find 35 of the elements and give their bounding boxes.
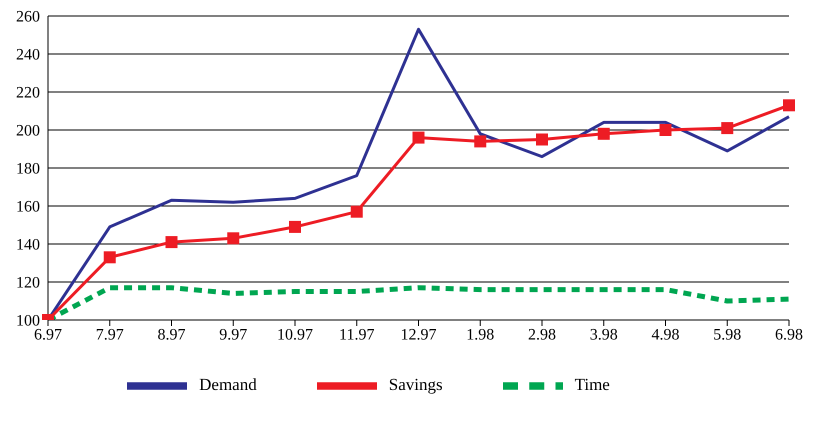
point [104,251,116,264]
x-tick-label: 9.97 [219,326,248,344]
x-tick-label: 5.98 [713,326,742,344]
y-tick-label: 140 [16,236,40,254]
y-tick-label: 260 [16,8,40,26]
point [721,122,734,134]
point [474,135,486,148]
point [166,236,178,248]
x-tick-label: 10.97 [277,326,313,344]
y-tick-label: 240 [16,46,40,64]
legend-label: Time [574,374,610,394]
legend-label: Savings [388,374,443,394]
x-tick-label: 11.97 [339,326,374,344]
x-tick-label: 7.97 [96,326,124,344]
y-tick-label: 200 [16,122,40,140]
x-tick-label: 6.98 [775,326,803,344]
x-tick-label: 3.98 [590,326,618,344]
y-tick-label: 160 [16,198,40,216]
legend-label: Demand [199,374,257,394]
point [350,206,363,218]
y-tick-label: 220 [16,84,40,102]
x-tick-label: 2.98 [528,326,556,344]
y-tick-label: 180 [16,160,40,178]
x-tick-label: 8.97 [158,326,186,344]
point [783,99,795,112]
x-tick-label: 4.98 [652,326,680,344]
point [660,124,672,136]
point [227,232,240,244]
point [289,220,301,233]
point [536,134,548,146]
y-tick-label: 120 [16,274,40,292]
x-tick-label: 12.97 [400,326,436,344]
point [412,132,424,144]
x-tick-label: 1.98 [466,326,494,344]
point [598,128,610,140]
